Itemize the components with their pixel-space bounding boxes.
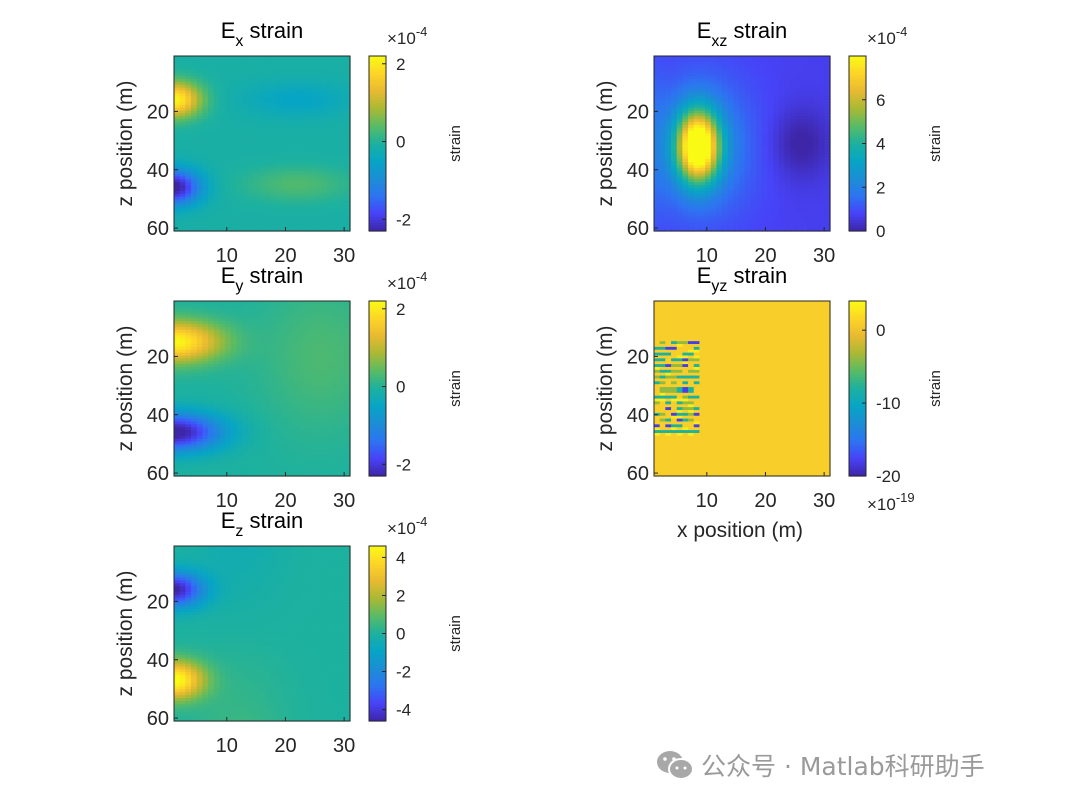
chart-title: Exz strain	[697, 18, 788, 50]
heatmap-cells	[654, 56, 831, 232]
x-tick-label: 30	[813, 245, 835, 267]
y-axis-label: z position (m)	[594, 80, 617, 206]
x-tick-label: 30	[333, 245, 355, 267]
colorbar-tick-label: 2	[876, 178, 885, 197]
heatmap-cells	[174, 56, 351, 232]
y-tick-label: 20	[147, 101, 169, 123]
y-tick-label: 60	[147, 218, 169, 240]
colorbar-exponent: ×10-4	[867, 24, 907, 48]
colorbar-tick-label: 6	[876, 91, 885, 110]
colorbar-tick-label: -2	[396, 210, 411, 229]
y-tick-label: 20	[627, 101, 649, 123]
colorbar-label: strain	[447, 125, 464, 162]
colorbar-exponent: ×10-4	[387, 24, 427, 48]
colorbar-tick-label: 4	[876, 135, 885, 154]
colorbar-tick-label: 0	[876, 222, 885, 241]
colorbar-tick-label: 2	[396, 55, 405, 74]
y-tick-label: 60	[627, 218, 649, 240]
colorbar-tick-label: 0	[396, 133, 405, 152]
y-tick-label: 40	[627, 160, 649, 182]
colorbar: -2 0 2 strain ×10-4	[369, 24, 464, 232]
colorbar: 0 2 4 6 strain ×10-4	[849, 24, 944, 241]
heatmap-cells	[174, 301, 351, 477]
y-axis-label: z position (m)	[114, 80, 137, 206]
chart-title: Ex strain	[221, 18, 304, 50]
colorbar-label: strain	[927, 125, 944, 162]
y-tick-label: 40	[147, 160, 169, 182]
